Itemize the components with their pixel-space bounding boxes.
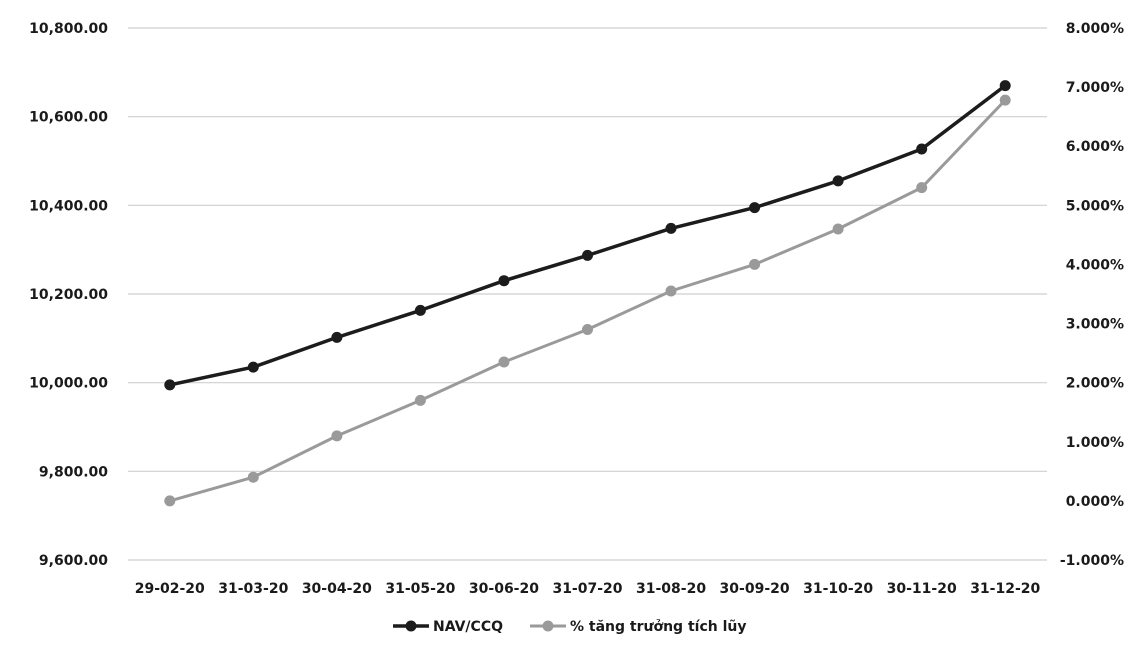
data-point-nav-ccq bbox=[498, 275, 510, 287]
x-axis-tick-label: 29-02-20 bbox=[135, 581, 205, 597]
data-point-t-ng-tr-ng-t-ch-l-y bbox=[247, 471, 259, 483]
left-axis-tick-label: 10,600.00 bbox=[29, 110, 108, 126]
x-axis-tick-label: 31-07-20 bbox=[552, 581, 622, 597]
left-axis-tick-label: 10,000.00 bbox=[29, 376, 108, 392]
x-axis-tick-label: 31-03-20 bbox=[218, 581, 288, 597]
data-point-t-ng-tr-ng-t-ch-l-y bbox=[414, 394, 426, 406]
left-axis-tick-label: 10,800.00 bbox=[29, 21, 108, 37]
data-point-nav-ccq bbox=[665, 222, 677, 234]
x-axis-tick-label: 30-06-20 bbox=[469, 581, 539, 597]
data-point-nav-ccq bbox=[582, 249, 593, 261]
data-point-t-ng-tr-ng-t-ch-l-y bbox=[999, 94, 1011, 106]
right-axis-tick-label: 5.000% bbox=[1066, 198, 1124, 214]
series-line-t-ng-tr-ng-t-ch-l-y bbox=[168, 98, 1007, 503]
series-t-ng-tr-ng-t-ch-l-y bbox=[164, 94, 1011, 507]
x-axis-tick-label: 30-04-20 bbox=[302, 581, 372, 597]
x-axis-tick-label: 31-08-20 bbox=[636, 581, 706, 597]
right-axis-tick-label: 1.000% bbox=[1066, 435, 1124, 451]
left-axis-tick-label: 9,800.00 bbox=[39, 464, 108, 480]
right-axis-tick-label: 2.000% bbox=[1066, 376, 1124, 392]
data-point-t-ng-tr-ng-t-ch-l-y bbox=[832, 223, 844, 235]
data-point-t-ng-tr-ng-t-ch-l-y bbox=[916, 182, 928, 194]
left-axis-tick-labels: 9,600.00 9,800.00 10,000.00 10,200.00 10,400… bbox=[29, 21, 108, 569]
right-axis-tick-label: 0.000% bbox=[1066, 494, 1124, 510]
legend-swatch-marker bbox=[405, 620, 417, 632]
data-point-t-ng-tr-ng-t-ch-l-y bbox=[749, 258, 761, 270]
data-point-t-ng-tr-ng-t-ch-l-y bbox=[665, 285, 677, 297]
legend-item-t-ng-tr-ng-t-ch-l-y: % tăng trưởng tích lũy bbox=[530, 619, 746, 635]
data-point-nav-ccq bbox=[916, 143, 928, 155]
legend-item-nav-ccq: NAV/CCQ bbox=[393, 619, 503, 635]
series-nav-ccq bbox=[164, 80, 1011, 391]
data-point-nav-ccq bbox=[749, 202, 761, 214]
x-axis-tick-label: 31-12-20 bbox=[970, 581, 1040, 597]
data-point-nav-ccq bbox=[164, 379, 176, 391]
right-axis-tick-label: 4.000% bbox=[1066, 257, 1124, 273]
data-point-t-ng-tr-ng-t-ch-l-y bbox=[498, 356, 510, 368]
gridlines bbox=[128, 27, 1047, 561]
data-point-t-ng-tr-ng-t-ch-l-y bbox=[331, 430, 343, 442]
right-axis-tick-label: 6.000% bbox=[1066, 139, 1124, 155]
data-point-nav-ccq bbox=[247, 361, 259, 373]
left-axis-tick-label: 10,400.00 bbox=[29, 198, 108, 214]
right-axis-tick-label: -1.000% bbox=[1060, 553, 1124, 569]
series-layer bbox=[164, 80, 1011, 507]
legend-swatch-marker bbox=[542, 620, 554, 632]
x-axis-tick-labels: 29-02-20 31-03-20 30-04-20 31-05-20 30-06-20… bbox=[135, 581, 1041, 597]
data-point-nav-ccq bbox=[999, 80, 1011, 92]
series-line-nav-ccq bbox=[168, 83, 1007, 387]
right-axis-tick-label: 7.000% bbox=[1066, 80, 1124, 96]
x-axis-tick-label: 31-05-20 bbox=[385, 581, 455, 597]
legend: NAV/CCQ % tăng trưởng tích lũy bbox=[393, 619, 746, 635]
right-axis-tick-label: 8.000% bbox=[1066, 21, 1124, 37]
right-axis-tick-label: 3.000% bbox=[1066, 317, 1124, 333]
left-axis-tick-label: 10,200.00 bbox=[29, 287, 108, 303]
data-point-nav-ccq bbox=[331, 331, 343, 343]
legend-label: % tăng trưởng tích lũy bbox=[570, 619, 746, 635]
data-point-t-ng-tr-ng-t-ch-l-y bbox=[582, 324, 593, 335]
legend-label: NAV/CCQ bbox=[433, 619, 503, 635]
left-axis-tick-label: 9,600.00 bbox=[39, 553, 108, 569]
right-axis-tick-labels: -1.000% 0.000% 1.000% 2.000% 3.000% 4.000% 5.0… bbox=[1060, 21, 1124, 569]
data-point-nav-ccq bbox=[414, 304, 426, 316]
x-axis-tick-label: 31-10-20 bbox=[803, 581, 873, 597]
data-point-nav-ccq bbox=[832, 175, 844, 187]
x-axis-tick-label: 30-09-20 bbox=[720, 581, 790, 597]
x-axis-tick-label: 30-11-20 bbox=[887, 581, 957, 597]
data-point-t-ng-tr-ng-t-ch-l-y bbox=[164, 495, 176, 507]
